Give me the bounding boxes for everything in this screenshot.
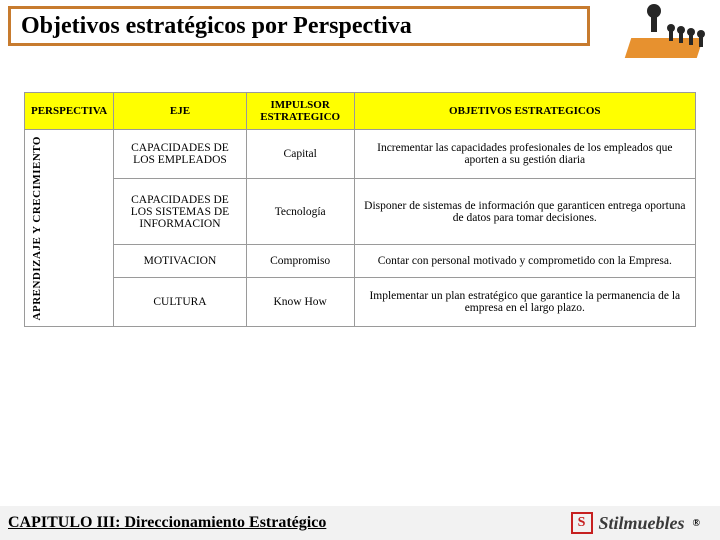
col-header-impulsor: IMPULSOR ESTRATEGICO — [246, 93, 354, 130]
decoration-leader-graphic — [620, 2, 710, 66]
slide-footer: CAPITULO III: Direccionamiento Estratégi… — [0, 506, 720, 540]
perspectiva-label: APRENDIZAJE Y CRECIMIENTO — [31, 136, 43, 320]
footer-chapter: CAPITULO III: Direccionamiento Estratégi… — [8, 514, 326, 532]
registered-mark: ® — [693, 518, 700, 529]
slide-title-box: Objetivos estratégicos por Perspectiva — [8, 6, 590, 46]
slide: Objetivos estratégicos por Perspectiva P… — [0, 0, 720, 540]
cell-eje: MOTIVACION — [114, 244, 247, 277]
brand-logo-mark: S — [571, 512, 593, 534]
cell-eje: CAPACIDADES DE LOS EMPLEADOS — [114, 130, 247, 179]
cell-impulsor: Tecnología — [246, 179, 354, 244]
table-row: CULTURAKnow HowImplementar un plan estra… — [25, 278, 696, 327]
cell-eje: CAPACIDADES DE LOS SISTEMAS DE INFORMACI… — [114, 179, 247, 244]
slide-title: Objetivos estratégicos por Perspectiva — [21, 13, 412, 40]
cell-objetivo: Contar con personal motivado y compromet… — [354, 244, 695, 277]
cell-eje: CULTURA — [114, 278, 247, 327]
col-header-perspectiva: PERSPECTIVA — [25, 93, 114, 130]
table-row: APRENDIZAJE Y CRECIMIENTOCAPACIDADES DE … — [25, 130, 696, 179]
objectives-table: PERSPECTIVA EJE IMPULSOR ESTRATEGICO OBJ… — [24, 92, 696, 327]
cell-impulsor: Compromiso — [246, 244, 354, 277]
cell-impulsor: Capital — [246, 130, 354, 179]
cell-objetivo: Disponer de sistemas de información que … — [354, 179, 695, 244]
table-row: CAPACIDADES DE LOS SISTEMAS DE INFORMACI… — [25, 179, 696, 244]
brand-logo: S Stilmuebles ® — [571, 512, 701, 534]
cell-objetivo: Implementar un plan estratégico que gara… — [354, 278, 695, 327]
table-header-row: PERSPECTIVA EJE IMPULSOR ESTRATEGICO OBJ… — [25, 93, 696, 130]
objectives-table-wrap: PERSPECTIVA EJE IMPULSOR ESTRATEGICO OBJ… — [24, 92, 696, 327]
brand-logo-name: Stilmuebles — [599, 513, 685, 534]
cell-objetivo: Incrementar las capacidades profesionale… — [354, 130, 695, 179]
cell-impulsor: Know How — [246, 278, 354, 327]
cell-perspectiva: APRENDIZAJE Y CRECIMIENTO — [25, 130, 114, 327]
table-body: APRENDIZAJE Y CRECIMIENTO CAPACIDADES DE … — [25, 130, 696, 327]
table-row: MOTIVACIONCompromisoContar con personal … — [25, 244, 696, 277]
col-header-eje: EJE — [114, 93, 247, 130]
col-header-objetivos: OBJETIVOS ESTRATEGICOS — [354, 93, 695, 130]
